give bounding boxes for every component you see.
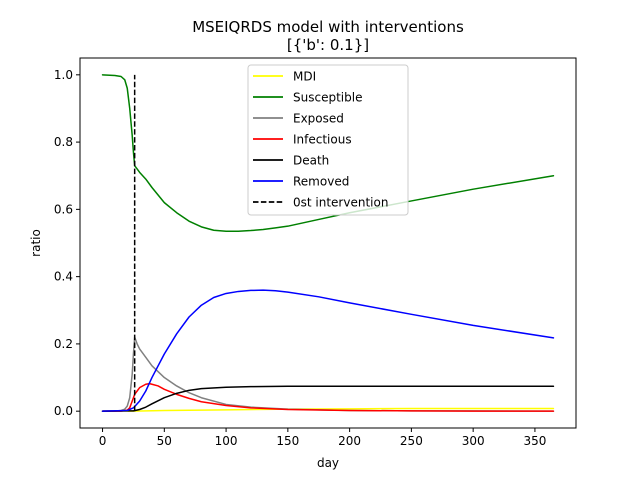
y-tick-label: 0.0 xyxy=(54,404,73,418)
legend-label: Removed xyxy=(293,175,349,189)
axes-frame xyxy=(79,57,577,429)
y-tick-label: 1.0 xyxy=(54,68,73,82)
legend-label: 0st intervention xyxy=(293,196,388,210)
x-tick-label: 300 xyxy=(462,434,485,448)
x-tick-label: 0 xyxy=(99,434,107,448)
y-tick-label: 0.2 xyxy=(54,337,73,351)
legend-label: Death xyxy=(293,154,329,168)
legend: MDI Susceptible Exposed Infectious Death Remo… xyxy=(247,64,409,216)
legend-label: MDI xyxy=(293,70,316,84)
series-line-death xyxy=(101,385,555,412)
y-tick-label: 0.8 xyxy=(54,135,73,149)
series-line-removed xyxy=(101,289,555,412)
x-tick-label: 50 xyxy=(157,434,172,448)
x-axis-label: day xyxy=(317,456,339,470)
x-tick-label: 250 xyxy=(400,434,423,448)
series-line-susceptible xyxy=(101,74,555,232)
chart-subtitle: [{'b': 0.1}] xyxy=(287,36,369,54)
y-axis-label: ratio xyxy=(29,229,43,257)
x-tick-label: 150 xyxy=(276,434,299,448)
chart-title: MSEIQRDS model with interventions xyxy=(192,18,464,36)
x-tick-label: 100 xyxy=(215,434,238,448)
legend-label: Exposed xyxy=(293,112,344,126)
series-line-infectious xyxy=(101,382,555,412)
x-tick-label: 200 xyxy=(338,434,361,448)
y-tick-label: 0.6 xyxy=(54,202,73,216)
x-axis-ticks: 0 50 100 150 200 250 300 350 xyxy=(99,428,546,448)
x-tick-label: 350 xyxy=(523,434,546,448)
series-layer xyxy=(101,74,555,412)
legend-label: Susceptible xyxy=(293,91,362,105)
legend-label: Infectious xyxy=(293,133,352,147)
legend-box xyxy=(247,64,409,216)
y-tick-label: 0.4 xyxy=(54,270,73,284)
plot-area xyxy=(101,74,555,412)
y-axis-ticks: 0.0 0.2 0.4 0.6 0.8 1.0 xyxy=(54,68,80,418)
